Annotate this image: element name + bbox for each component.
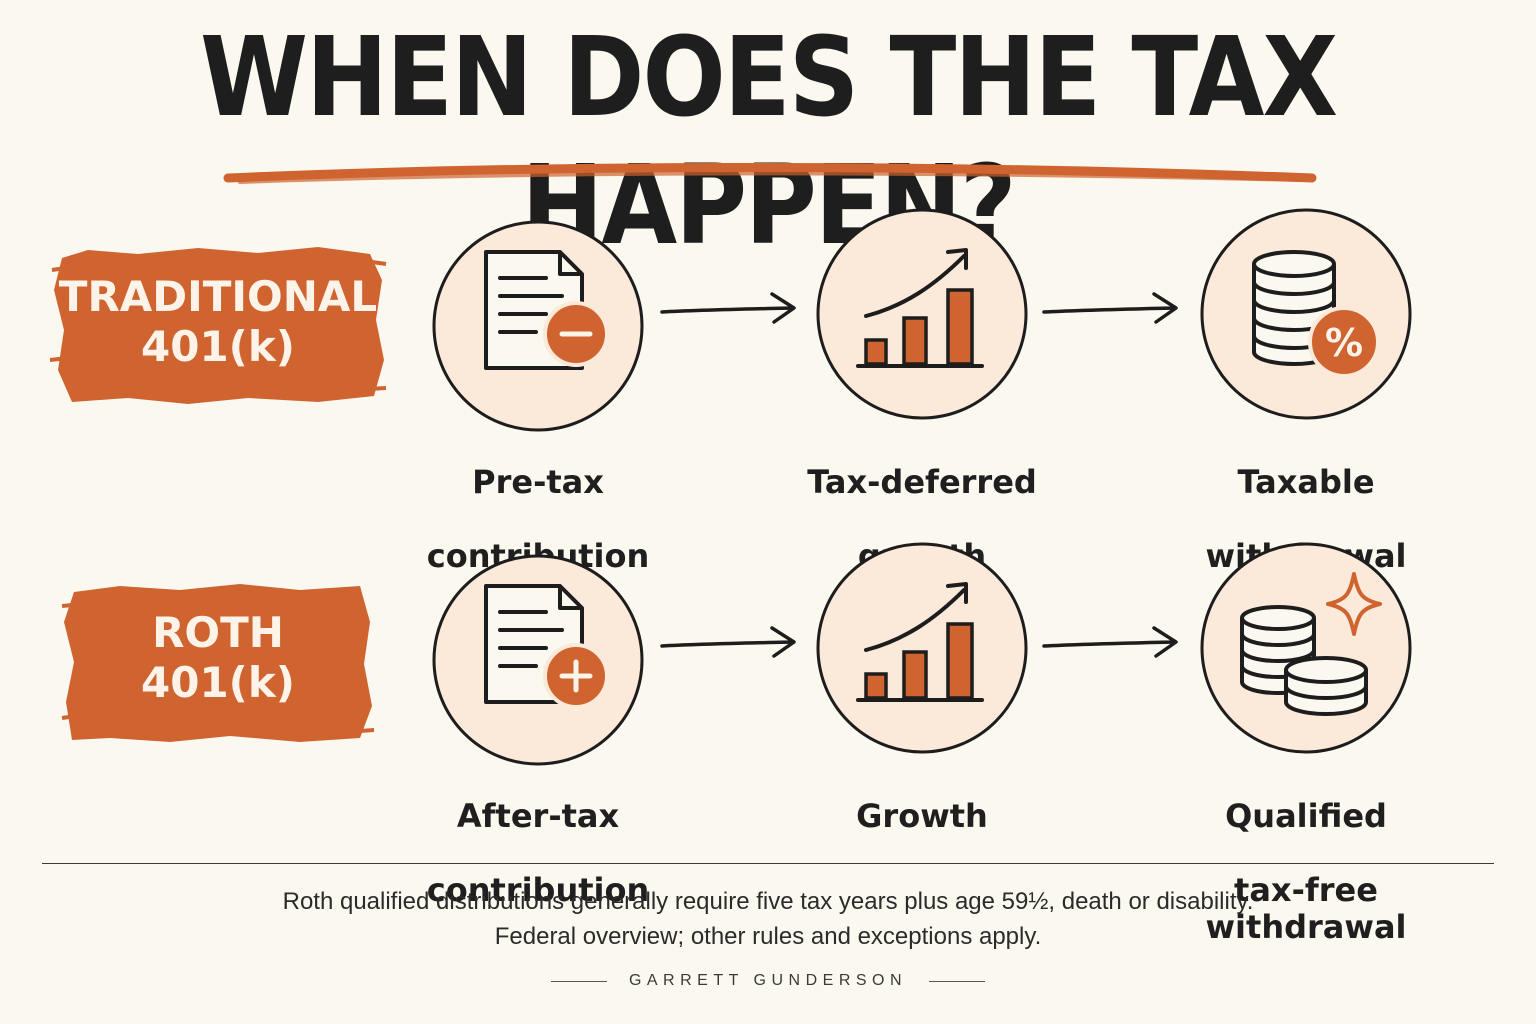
growth-chart-icon — [856, 248, 984, 368]
row-label-line1: ROTH — [152, 608, 284, 657]
growth-chart-icon — [856, 582, 984, 702]
step-label-line1: Growth — [856, 797, 988, 835]
arrow-right-icon — [1042, 292, 1178, 324]
step-circle-qualified — [1200, 542, 1412, 754]
step-circle-growth — [816, 542, 1028, 754]
brand-name: GARRETT GUNDERSON — [628, 972, 908, 989]
coins-sparkle-icon — [1240, 572, 1382, 716]
row-label-line2: 401(k) — [141, 322, 295, 371]
step-circle-after-tax — [432, 554, 644, 766]
document-minus-icon — [484, 250, 609, 370]
step-label-line2: contribution — [426, 871, 650, 909]
step-label-growth: Growth — [752, 761, 1092, 909]
document-plus-icon — [484, 584, 609, 709]
brand-signature: GARRETT GUNDERSON — [0, 972, 1536, 990]
page-title: WHEN DOES THE TAX HAPPEN? — [199, 14, 1338, 270]
step-label-qualified: Qualified tax-free withdrawal — [1136, 761, 1476, 983]
row-label-traditional: TRADITIONAL 401(k) — [52, 247, 384, 397]
step-circle-pre-tax — [432, 220, 644, 432]
step-label-line1: Qualified — [1225, 797, 1387, 835]
step-circle-tax-deferred — [816, 208, 1028, 420]
svg-text:%: % — [1325, 321, 1363, 365]
step-label-line1: Pre-tax — [472, 463, 604, 501]
row-label-line2: 401(k) — [141, 658, 295, 707]
step-label-line1: Tax-deferred — [807, 463, 1037, 501]
arrow-right-icon — [660, 626, 796, 658]
step-label-line1: Taxable — [1237, 463, 1375, 501]
coins-percent-icon: % — [1252, 250, 1380, 378]
step-circle-taxable: % — [1200, 208, 1412, 420]
arrow-right-icon — [660, 292, 796, 324]
step-label-line2: tax-free withdrawal — [1205, 871, 1407, 946]
brand-rule-right — [929, 980, 986, 982]
row-label-line1: TRADITIONAL — [58, 272, 378, 321]
title-underline — [223, 162, 1317, 184]
roth-label-brush — [61, 584, 375, 742]
brand-rule-left — [550, 980, 607, 982]
step-label-line1: After-tax — [456, 797, 620, 835]
footnote-line2: Federal overview; other rules and except… — [494, 923, 1042, 950]
row-label-roth: ROTH 401(k) — [52, 583, 384, 733]
footer-divider — [42, 863, 1494, 864]
traditional-label-brush — [49, 247, 387, 404]
footnote-line1: Roth qualified distributions generally r… — [282, 888, 1254, 915]
step-label-after-tax: After-tax contribution — [368, 761, 708, 946]
arrow-right-icon — [1042, 626, 1178, 658]
